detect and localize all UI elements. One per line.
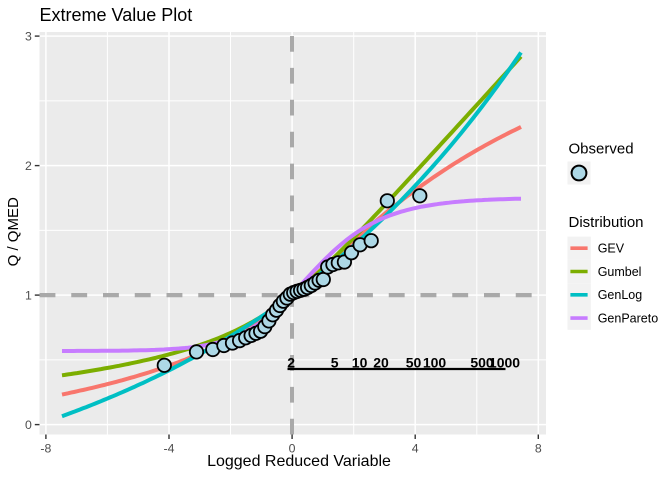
svg-text:-4: -4 (164, 442, 175, 456)
svg-text:Logged Reduced Variable: Logged Reduced Variable (207, 453, 391, 470)
svg-text:4: 4 (412, 442, 419, 456)
svg-text:2: 2 (287, 355, 295, 371)
svg-text:Distribution: Distribution (569, 214, 644, 231)
svg-text:500: 500 (470, 355, 494, 371)
svg-text:100: 100 (423, 355, 447, 371)
svg-text:20: 20 (373, 355, 389, 371)
svg-text:Extreme Value Plot: Extreme Value Plot (40, 5, 193, 25)
svg-text:0: 0 (25, 418, 32, 432)
svg-text:Observed: Observed (569, 141, 634, 158)
svg-text:Gumbel: Gumbel (598, 265, 642, 279)
svg-text:GEV: GEV (598, 242, 625, 256)
svg-text:3: 3 (25, 30, 32, 44)
svg-text:5: 5 (331, 355, 339, 371)
svg-text:50: 50 (406, 355, 422, 371)
svg-text:1000: 1000 (489, 355, 520, 371)
svg-text:0: 0 (289, 442, 296, 456)
svg-text:1: 1 (25, 289, 32, 303)
svg-text:GenPareto: GenPareto (598, 312, 659, 326)
svg-text:8: 8 (535, 442, 542, 456)
svg-text:Q / QMED: Q / QMED (5, 197, 22, 266)
svg-text:-8: -8 (40, 442, 51, 456)
svg-text:2: 2 (25, 159, 32, 173)
svg-text:10: 10 (352, 355, 368, 371)
svg-text:GenLog: GenLog (598, 288, 643, 302)
